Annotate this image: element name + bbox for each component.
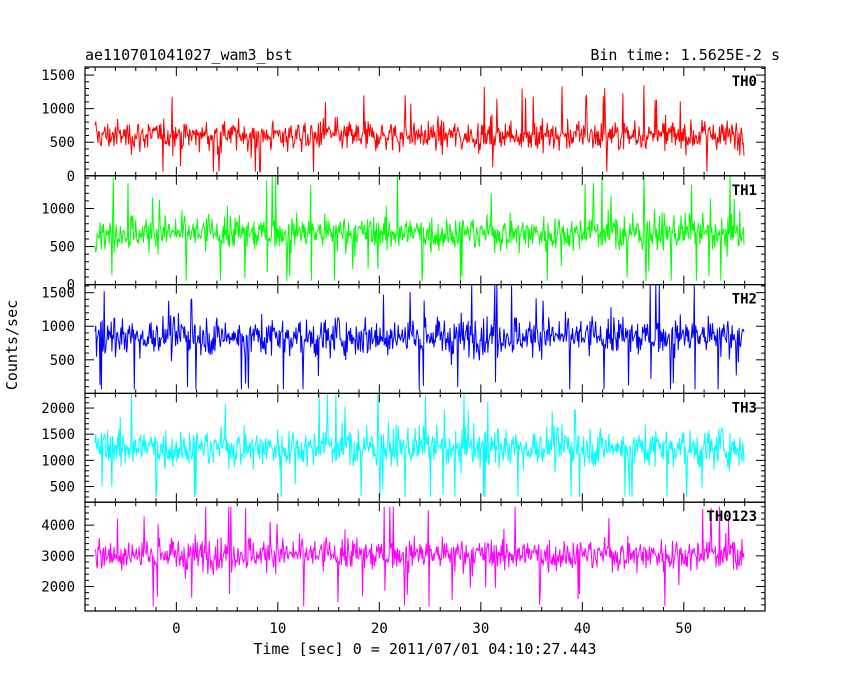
x-tick-label: 20 — [371, 621, 388, 637]
y-tick-label: 1000 — [41, 202, 75, 218]
y-tick-label: 0 — [67, 169, 75, 185]
panel-th1: 0 500 1000 TH1 — [41, 175, 766, 294]
y-tick-label: 0 — [67, 278, 75, 294]
panel-frame — [84, 501, 766, 612]
x-tick-label: 30 — [472, 621, 489, 637]
x-axis-label: Time [sec] 0 = 2011/07/01 04:10:27.443 — [253, 640, 596, 658]
panel-th3: 500 1000 1500 2000 TH3 — [41, 392, 766, 503]
panel-label-th1: TH1 — [732, 183, 757, 199]
y-tick-label: 1500 — [41, 427, 75, 443]
y-tick-label: 4000 — [41, 518, 75, 534]
y-tick-label: 500 — [50, 480, 75, 496]
y-tick-label: 1500 — [41, 68, 75, 84]
series-th0123 — [94, 506, 745, 607]
panels-layer: 0 500 1000 1500 TH0 0 500 1000 TH1 500 1000 1500 TH2… — [41, 66, 766, 612]
x-tick-label: 50 — [675, 621, 692, 637]
y-tick-label: 1000 — [41, 453, 75, 469]
y-tick-label: 500 — [50, 135, 75, 151]
y-tick-label: 1500 — [41, 286, 75, 302]
chart-title-right: Bin time: 1.5625E-2 s — [590, 46, 780, 64]
x-tick-label: 40 — [574, 621, 591, 637]
series-th1 — [94, 175, 745, 281]
series-th3 — [94, 393, 745, 498]
panel-label-th2: TH2 — [732, 292, 757, 308]
panel-label-th3: TH3 — [732, 400, 757, 416]
y-tick-label: 1000 — [41, 319, 75, 335]
y-tick-label: 500 — [50, 240, 75, 256]
series-th0 — [94, 85, 745, 173]
series-th2 — [94, 284, 745, 390]
y-axis-label: Counts/sec — [3, 300, 21, 390]
x-axis-ticks: 0 10 20 30 40 50 — [172, 621, 692, 637]
y-tick-label: 2000 — [41, 401, 75, 417]
y-tick-label: 1000 — [41, 102, 75, 118]
panel-label-th0123: TH0123 — [706, 509, 757, 525]
panel-th2: 500 1000 1500 TH2 — [41, 284, 766, 395]
panel-label-th0: TH0 — [732, 74, 757, 90]
panel-frame — [84, 66, 766, 177]
panel-th0: 0 500 1000 1500 TH0 — [41, 66, 766, 185]
x-tick-label: 10 — [269, 621, 286, 637]
y-tick-label: 500 — [50, 353, 75, 369]
y-tick-label: 3000 — [41, 549, 75, 565]
chart-title-left: ae110701041027_wam3_bst — [85, 46, 293, 64]
panel-th0123: 2000 3000 4000 TH0123 — [41, 501, 766, 612]
x-tick-label: 0 — [172, 621, 180, 637]
y-tick-label: 2000 — [41, 579, 75, 595]
